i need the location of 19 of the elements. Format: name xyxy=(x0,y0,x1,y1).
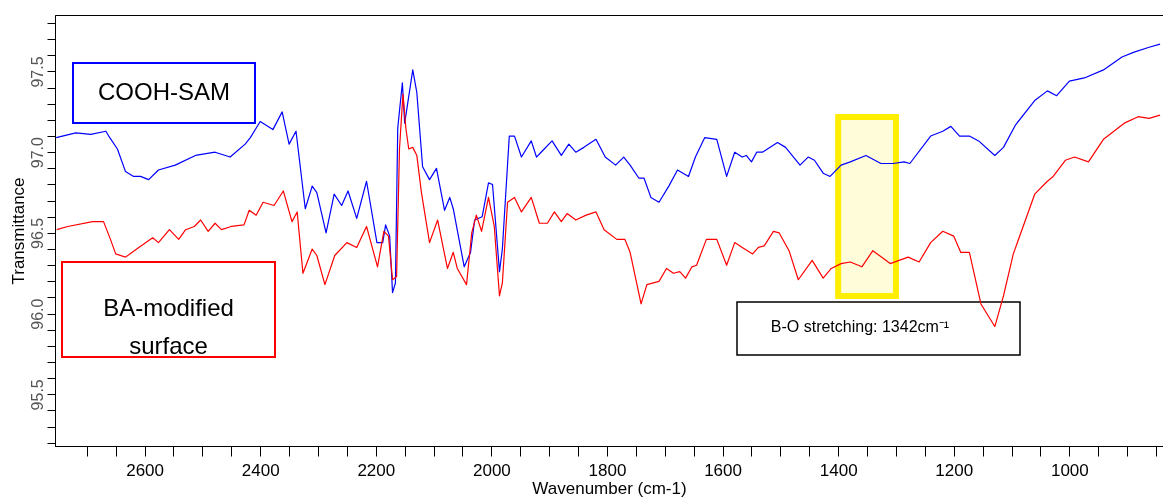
y-tick-label: 95.5 xyxy=(28,379,46,411)
y-tick-label: 96.0 xyxy=(28,298,46,330)
series-label: BA-modified surface xyxy=(103,294,234,359)
x-tick-label: 2200 xyxy=(357,460,396,480)
y-tick-label: 97.5 xyxy=(28,56,46,88)
y-axis-title: Transmittance xyxy=(8,177,28,285)
annotation: B-O stretching: 1342cm⁻¹ xyxy=(770,318,950,335)
x-tick-label: 1600 xyxy=(704,460,742,480)
y-tick-label: 97.0 xyxy=(28,137,46,169)
series-label: COOH-SAM xyxy=(98,78,230,105)
x-tick-label: 1200 xyxy=(935,460,974,480)
x-tick-label: 2600 xyxy=(126,460,164,480)
x-tick-label: 2400 xyxy=(241,460,280,480)
x-tick-label: 1000 xyxy=(1050,460,1089,480)
y-tick-label: 96.5 xyxy=(28,217,46,249)
x-tick-label: 1400 xyxy=(819,460,858,480)
x-tick-label: 1800 xyxy=(588,460,627,480)
x-axis-title: Wavenumber (cm-1) xyxy=(532,478,687,498)
x-tick-label: 2000 xyxy=(472,460,511,480)
